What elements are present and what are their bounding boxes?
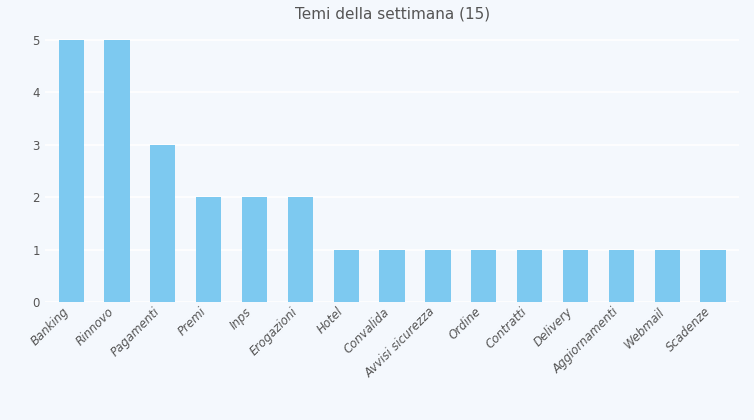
Bar [333,250,359,302]
Bar [471,250,496,302]
Bar [608,250,634,302]
Bar [562,250,588,302]
Title: Temi della settimana (15): Temi della settimana (15) [295,6,489,21]
Bar [196,197,222,302]
Bar [150,145,176,302]
Bar [104,40,130,302]
Bar [379,250,405,302]
Bar [700,250,725,302]
Bar [517,250,542,302]
Bar [242,197,267,302]
Bar [654,250,680,302]
Bar [425,250,451,302]
Bar [288,197,313,302]
Bar [59,40,84,302]
